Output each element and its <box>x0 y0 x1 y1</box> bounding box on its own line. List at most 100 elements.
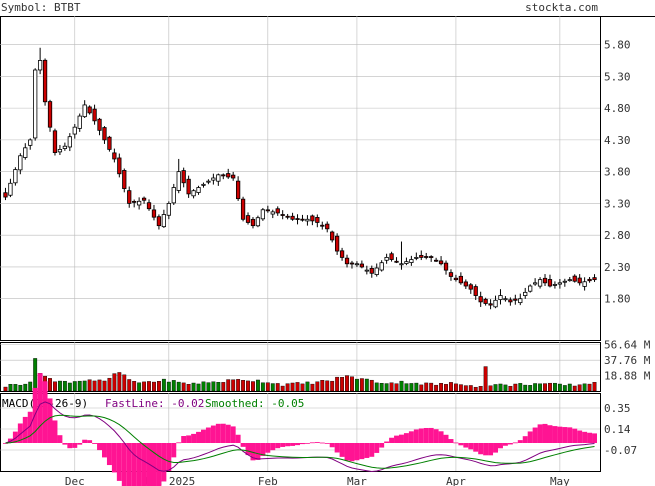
panel-frame <box>0 342 601 392</box>
volume-bar <box>582 383 587 392</box>
candle-body <box>562 280 567 283</box>
macd-histogram-bar <box>532 427 538 443</box>
candle-body <box>473 286 478 296</box>
candle-body <box>23 147 28 158</box>
macd-histogram-bar <box>240 443 246 447</box>
site-label[interactable]: stockta.com <box>525 1 598 14</box>
candle-body <box>295 218 300 220</box>
candle-body <box>211 177 216 181</box>
macd-histogram-bar <box>111 443 117 473</box>
volume-bar <box>404 383 409 392</box>
volume-bar <box>300 383 305 392</box>
volume-bar <box>577 384 582 392</box>
volume-bar <box>23 383 28 392</box>
macd-histogram-bar <box>592 433 597 443</box>
time-tick-label: Dec <box>65 475 85 486</box>
volume-bar <box>557 383 562 392</box>
candle-body <box>414 257 419 259</box>
volume-bar <box>260 382 265 392</box>
candle-body <box>161 214 167 228</box>
macd-histogram-bar <box>161 443 167 482</box>
macd-histogram-bar <box>82 439 88 443</box>
candle-body <box>127 190 132 204</box>
macd-histogram-bar <box>502 443 508 446</box>
macd-histogram-bar <box>438 431 444 443</box>
macd-histogram-bar <box>403 433 409 443</box>
volume-bar <box>18 384 23 392</box>
volume-bar <box>211 381 216 392</box>
candle-body <box>463 281 468 287</box>
candle-body <box>97 118 102 131</box>
candle-body <box>13 169 18 184</box>
candle-body <box>359 263 365 268</box>
macd-histogram-bar <box>463 443 469 448</box>
macd-fastline-label: FastLine: -0.02 <box>105 397 204 410</box>
macd-histogram-bar <box>537 424 543 443</box>
panel-frame <box>0 393 601 472</box>
candle-body <box>300 218 305 221</box>
macd-histogram-bar <box>67 443 73 449</box>
macd-histogram-bar <box>131 443 137 486</box>
macd-histogram-bar <box>324 443 330 444</box>
candle-body <box>176 171 181 191</box>
candle-body <box>542 277 548 284</box>
macd-histogram-bar <box>196 431 201 443</box>
volume-bar <box>147 381 151 392</box>
candle-body <box>245 215 251 223</box>
volume-bar <box>265 382 270 392</box>
volume-bar <box>82 380 87 392</box>
macd-histogram-bar <box>151 443 157 486</box>
candle-body <box>528 285 533 292</box>
volume-bar <box>166 381 171 392</box>
macd-histogram-bar <box>522 436 528 443</box>
macd-histogram-bar <box>354 443 360 461</box>
candle-body <box>235 180 241 200</box>
candle-body <box>305 218 310 222</box>
volume-bar <box>453 383 458 392</box>
candle-body <box>349 262 355 265</box>
price-tick-label: 3.30 <box>604 197 631 210</box>
macd-histogram-bar <box>186 435 192 443</box>
volume-bar <box>67 382 72 392</box>
candle-body <box>478 296 483 303</box>
macd-histogram-bar <box>364 443 370 458</box>
volume-bar <box>533 383 538 392</box>
macd-histogram-bar <box>448 439 454 443</box>
candle-body <box>156 216 162 227</box>
macd-histogram-bar <box>176 442 182 444</box>
macd-histogram-bar <box>260 443 266 456</box>
volume-bar <box>171 380 176 392</box>
volume-bar <box>548 382 552 392</box>
candle-body <box>87 106 92 114</box>
volume-bar <box>236 379 241 392</box>
volume-bar <box>117 372 122 392</box>
macd-histogram-bar <box>285 443 291 447</box>
candle-body <box>552 284 558 286</box>
volume-bar <box>330 380 335 392</box>
volume-bar <box>72 381 77 392</box>
volume-bar <box>449 382 453 392</box>
volume-bar <box>340 377 345 392</box>
candle-body <box>285 215 290 218</box>
candle-body <box>468 284 473 290</box>
volume-bar <box>290 382 295 392</box>
candle-body <box>488 303 493 306</box>
candle-body <box>62 145 68 149</box>
candle-body <box>216 174 221 182</box>
macd-histogram-bar <box>72 443 78 448</box>
volume-tick-label: 18.88 M <box>604 370 651 383</box>
macd-histogram-bar <box>121 443 127 486</box>
time-tick-label: May <box>550 475 570 486</box>
macd-histogram-bar <box>270 443 276 451</box>
macd-histogram-bar <box>205 427 211 443</box>
volume-bar <box>216 382 221 392</box>
volume-bar <box>295 382 300 392</box>
volume-bar <box>3 386 8 392</box>
candle-body <box>8 182 13 196</box>
candle-body <box>404 261 409 264</box>
volume-bar <box>270 383 275 392</box>
macd-histogram-bar <box>468 443 474 450</box>
candle-body <box>344 257 350 265</box>
macd-histogram-bar <box>52 420 58 443</box>
volume-bar <box>275 383 280 392</box>
